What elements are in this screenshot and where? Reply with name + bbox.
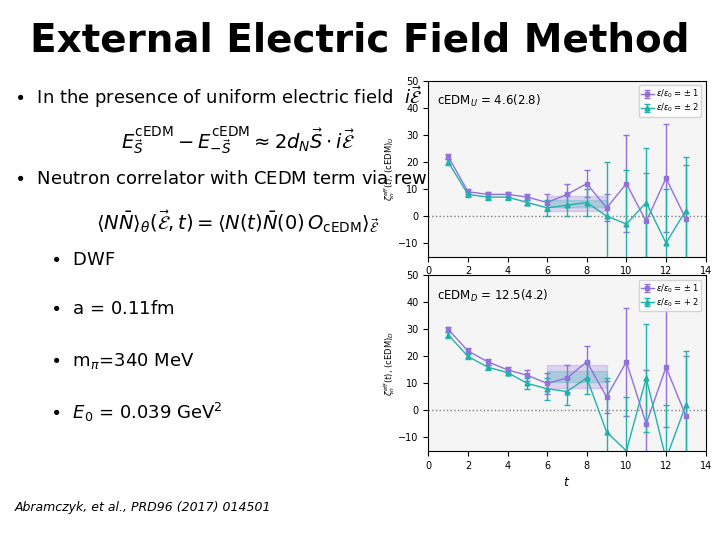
Text: $\bullet$  DWF: $\bullet$ DWF (50, 251, 116, 269)
Legend: $\varepsilon/\varepsilon_0 = \pm 1$, $\varepsilon/\varepsilon_0 = \pm 2$: $\varepsilon/\varepsilon_0 = \pm 1$, $\v… (639, 85, 701, 117)
Text: $\bullet$  $E_0$ = 0.039 GeV$^2$: $\bullet$ $E_0$ = 0.039 GeV$^2$ (50, 401, 223, 424)
Y-axis label: $\zeta_n^{eff}(t)$, (cEDM)$_U$: $\zeta_n^{eff}(t)$, (cEDM)$_U$ (382, 137, 397, 201)
Text: $\bullet$  In the presence of uniform electric field  $i\vec{\mathcal{E}}$: $\bullet$ In the presence of uniform ele… (14, 84, 423, 110)
Text: $\bullet$  Neutron correlator with CEDM term via reweighting: $\bullet$ Neutron correlator with CEDM t… (14, 168, 501, 191)
Text: External Electric Field Method: External Electric Field Method (30, 22, 690, 59)
Text: $\langle N\bar{N} \rangle_\theta (\vec{\mathcal{E}},t) = \langle N(t)\bar{N}(0)\: $\langle N\bar{N} \rangle_\theta (\vec{\… (96, 208, 379, 234)
Text: $E_{\vec{S}}^{\mathrm{cEDM}} - E_{-\vec{S}}^{\mathrm{cEDM}} \approx 2d_N \vec{S}: $E_{\vec{S}}^{\mathrm{cEDM}} - E_{-\vec{… (121, 125, 354, 156)
X-axis label: $t$: $t$ (563, 476, 571, 489)
Text: cEDM$_D$ = 12.5(4.2): cEDM$_D$ = 12.5(4.2) (437, 288, 549, 304)
Text: cEDM$_U$ = 4.6(2.8): cEDM$_U$ = 4.6(2.8) (437, 93, 541, 110)
Text: Abramczyk, et al., PRD96 (2017) 014501: Abramczyk, et al., PRD96 (2017) 014501 (14, 501, 271, 514)
Text: $\bullet$  a = 0.11fm: $\bullet$ a = 0.11fm (50, 300, 175, 318)
Text: $\bullet$  m$_{\pi}$=340 MeV: $\bullet$ m$_{\pi}$=340 MeV (50, 351, 195, 371)
Y-axis label: $\zeta_n^{eff}(t)$, (cEDM)$_D$: $\zeta_n^{eff}(t)$, (cEDM)$_D$ (382, 330, 397, 396)
Legend: $\varepsilon/\varepsilon_0 = \pm 1$, $\varepsilon/\varepsilon_0 = +2$: $\varepsilon/\varepsilon_0 = \pm 1$, $\v… (639, 280, 701, 311)
